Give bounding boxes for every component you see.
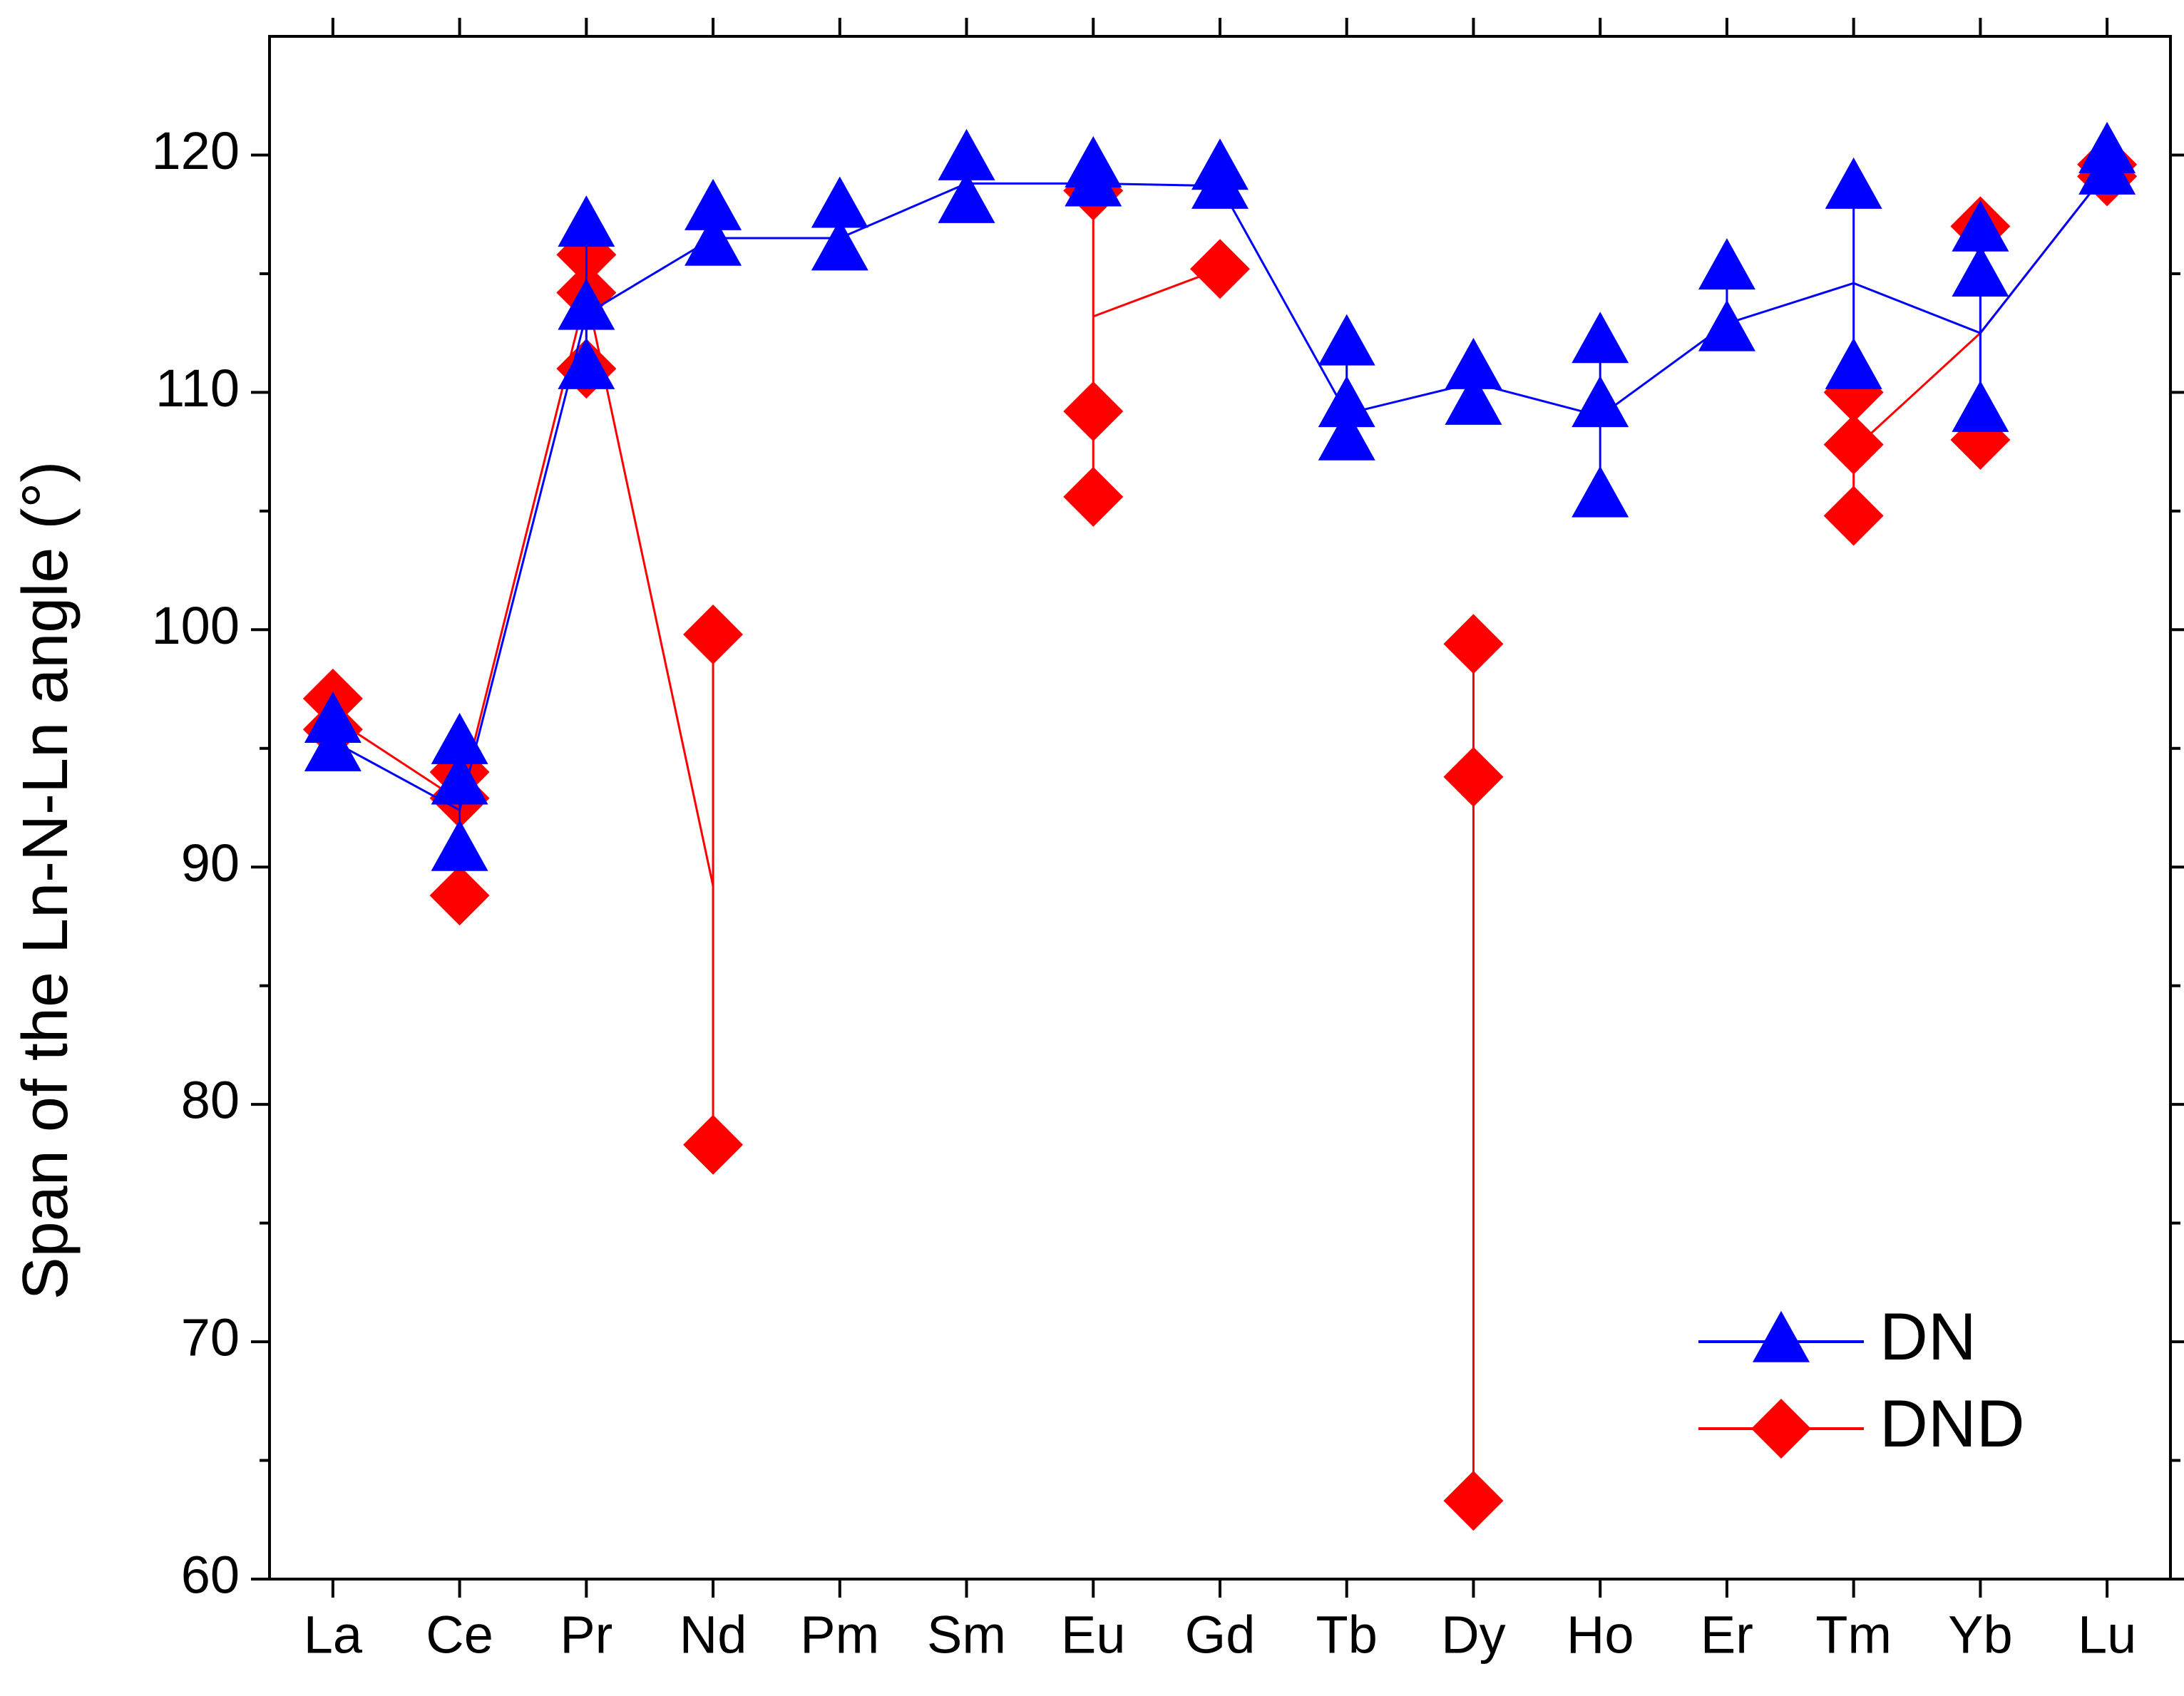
diamond-marker [1823, 414, 1884, 475]
triangle-marker [558, 195, 615, 247]
diamond-marker [1443, 614, 1504, 674]
diamond-marker [1443, 746, 1504, 807]
triangle-marker [685, 214, 742, 266]
triangle-marker [1952, 200, 2009, 252]
triangle-marker [685, 178, 742, 230]
triangle-marker [1191, 157, 1249, 209]
triangle-marker [431, 753, 488, 805]
y-tick-label: 110 [155, 359, 240, 418]
diamond-marker [1063, 381, 1124, 442]
x-tick-label: Sm [927, 1605, 1006, 1665]
y-tick-label: 90 [181, 833, 240, 893]
x-tick-label: Eu [1061, 1605, 1126, 1665]
triangle-marker [1318, 376, 1375, 428]
x-tick-label: Ce [426, 1605, 493, 1665]
x-tick-label: Tb [1316, 1605, 1378, 1665]
x-tick-label: Pr [560, 1605, 612, 1665]
diamond-marker [683, 1114, 744, 1175]
legend-label: DND [1880, 1386, 2025, 1461]
y-tick-label: 100 [152, 596, 240, 655]
triangle-marker [1698, 299, 1755, 351]
triangle-marker [1572, 466, 1629, 518]
triangle-marker [1825, 337, 1882, 389]
x-tick-label: La [304, 1605, 363, 1665]
triangle-marker [811, 176, 868, 228]
diamond-marker [1823, 485, 1884, 546]
diamond-marker [1190, 239, 1250, 299]
center-line [332, 292, 714, 887]
x-tick-label: Lu [2078, 1605, 2136, 1665]
legend-label: DN [1880, 1299, 1977, 1374]
diamond-marker [429, 865, 490, 926]
triangle-marker [1572, 376, 1629, 428]
x-tick-label: Pm [800, 1605, 879, 1665]
y-tick-label: 80 [181, 1071, 240, 1130]
triangle-marker [1572, 312, 1629, 364]
x-tick-label: Nd [680, 1605, 747, 1665]
triangle-marker [938, 128, 995, 180]
triangle-marker [811, 219, 868, 271]
y-tick-label: 120 [152, 121, 240, 180]
x-tick-label: Dy [1441, 1605, 1505, 1665]
diamond-marker [683, 604, 744, 664]
triangle-marker [558, 337, 615, 389]
triangle-marker [1318, 314, 1375, 366]
triangle-marker [1952, 245, 2009, 297]
triangle-marker [1445, 337, 1502, 389]
x-tick-label: Tm [1815, 1605, 1892, 1665]
triangle-marker [2078, 143, 2136, 195]
triangle-marker [304, 691, 362, 743]
triangle-marker [1825, 157, 1882, 209]
diamond-marker [1063, 466, 1124, 527]
triangle-marker [558, 278, 615, 330]
x-tick-label: Er [1701, 1605, 1753, 1665]
triangle-marker [304, 719, 362, 771]
x-tick-label: Yb [1948, 1605, 2013, 1665]
y-tick-label: 70 [181, 1308, 240, 1367]
x-tick-label: Gd [1185, 1605, 1256, 1665]
y-tick-label: 60 [181, 1546, 240, 1605]
triangle-marker [1318, 408, 1375, 461]
triangle-marker [1698, 238, 1755, 290]
triangle-marker [1445, 373, 1502, 425]
y-axis-label: Span of the Ln-N-Ln angle (°) [10, 461, 81, 1300]
triangle-marker [431, 712, 488, 764]
x-tick-label: Ho [1567, 1605, 1634, 1665]
triangle-marker [938, 171, 995, 223]
diamond-marker [1443, 1471, 1504, 1531]
triangle-marker [1753, 1310, 1810, 1362]
triangle-marker [1952, 380, 2009, 432]
triangle-marker [431, 819, 488, 871]
triangle-marker [1065, 155, 1122, 207]
diamond-marker [1751, 1399, 1811, 1459]
